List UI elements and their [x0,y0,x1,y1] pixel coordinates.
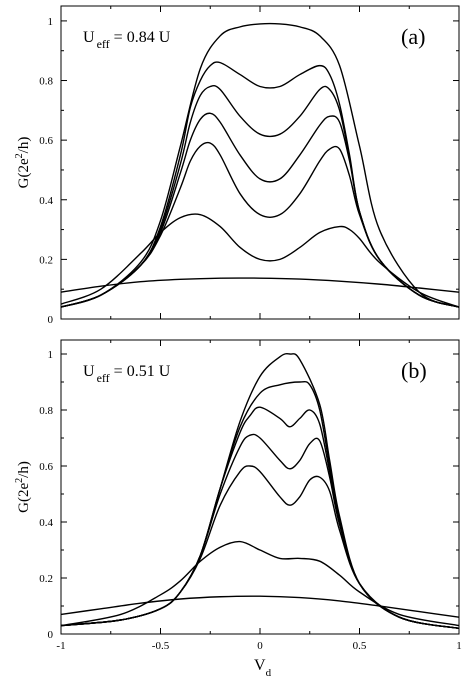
y-axis-label: G(2e2/h) [14,461,32,513]
series-line-2 [60,61,460,308]
ueff-subscript: eff [97,37,110,51]
x-tick-label: 0.5 [353,640,367,652]
y-axis-label: G(2e2/h) [14,137,32,189]
y-tick-label: 0 [48,629,54,641]
series-line-1 [60,22,460,308]
y-tick-label: 1 [48,16,54,28]
y-tick-label: 0 [48,314,54,326]
ylabel-tail: /h) [16,461,32,478]
ylabel-tail: /h) [16,137,32,154]
series-line-6 [60,213,460,308]
ueff-subscript: eff [97,371,110,385]
y-tick-label: 0.6 [39,461,53,473]
ylabel-main: G(2e [16,483,32,513]
series-line-3 [60,84,460,308]
y-tick-label: 0.8 [39,405,53,417]
y-tick-label: 1 [48,349,54,361]
panel-label: (a) [401,24,425,49]
ueff-suffix: = 0.51 U [110,363,171,380]
series-line-4 [60,112,460,308]
y-tick-label: 0.4 [39,195,53,207]
ylabel-sup: 2 [14,153,25,158]
x-tick-label: 0 [257,640,263,652]
series-line-5 [60,141,460,308]
y-tick-label: 0.2 [39,254,53,266]
x-tick-label: -1 [56,640,65,652]
x-tick-label: 1 [456,640,462,652]
panel-a: 0 0.2 0.4 0.6 0.8 1 (a) U eff = 0.84 U G(2e2/h) [14,5,460,326]
xlabel-sub: d [266,667,272,679]
xlabel-main: V [254,657,266,674]
y-tick-label: 0.8 [39,76,53,88]
series-line-7 [60,595,460,618]
series-line-2 [60,380,460,630]
series-line-4 [60,433,460,630]
ueff-prefix: U [83,363,95,380]
series-line-7 [60,277,460,293]
ueff-suffix: = 0.84 U [110,29,171,46]
series-line-3 [60,406,460,630]
plot-frame [60,339,460,635]
y-tick-label: 0.4 [39,517,53,529]
y-tick-label: 0.2 [39,573,53,585]
ylabel-sup: 2 [14,478,25,483]
panel-label: (b) [401,358,427,383]
x-tick-label: -0.5 [152,640,170,652]
series-line-6 [60,540,460,627]
panel-b: 0 0.2 0.4 0.6 0.8 1 -1 -0.5 0 0.5 1 (b) U eff = 0.51 … [14,339,462,679]
series-line-1 [60,352,460,630]
ueff-prefix: U [83,29,95,46]
ylabel-main: G(2e [16,158,32,188]
series-line-5 [60,465,460,630]
x-axis-label: Vd [254,657,272,679]
y-tick-label: 0.6 [39,135,53,147]
